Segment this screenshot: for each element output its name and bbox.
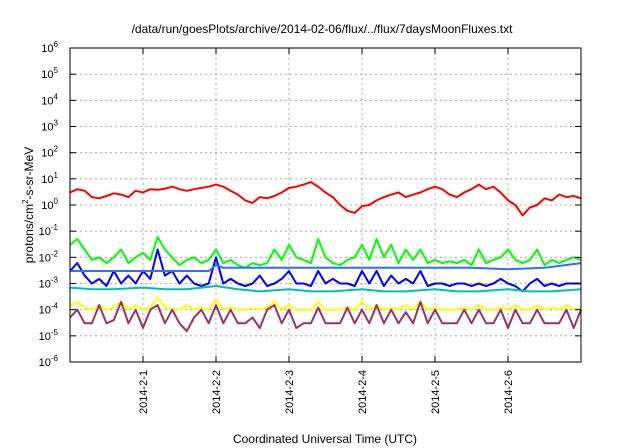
y-tick-label-base: 10	[39, 252, 51, 264]
y-tick-label: 105	[41, 66, 58, 81]
y-tick-label-exp: 3	[54, 119, 59, 128]
y-tick-label: 103	[41, 119, 58, 134]
series-lines	[69, 181, 582, 333]
chart-title: /data/run/goesPlots/archive/2014-02-06/f…	[132, 22, 514, 36]
y-tick-label-base: 10	[39, 279, 51, 291]
series-line-5	[69, 285, 582, 293]
x-tick-label: 2014-2-2	[211, 370, 223, 414]
y-tick-label-base: 10	[41, 43, 53, 55]
y-tick-label: 101	[41, 171, 58, 186]
y-tick-label-exp: -1	[51, 223, 59, 232]
y-tick-label-exp: -3	[51, 276, 59, 285]
y-tick-label-exp: -4	[51, 302, 59, 311]
y-axis-label: protons/cm2-s-sr-MeV	[21, 147, 36, 263]
x-tick-label: 2014-2-1	[138, 370, 150, 414]
y-tick-label-exp: 4	[54, 92, 59, 101]
y-tick-label-base: 10	[41, 95, 53, 107]
x-tick-labels: 2014-2-1 2014-2-2 2014-2-3 2014-2-4 2014-2-5…	[138, 370, 515, 414]
series-line-4	[70, 262, 582, 272]
x-tick-label: 2014-2-5	[430, 370, 442, 414]
y-tick-label-base: 10	[39, 305, 51, 317]
y-tick-label: 10-1	[39, 223, 59, 238]
y-axis-label-base: protons/cm	[22, 204, 36, 263]
y-tick-label-base: 10	[41, 174, 53, 186]
y-tick-label: 10-3	[39, 276, 59, 291]
y-tick-label: 10-5	[39, 328, 59, 343]
x-axis-label: Coordinated Universal Time (UTC)	[233, 432, 417, 446]
y-axis-label-rest: -s-sr-MeV	[22, 147, 36, 200]
axis-ticks	[70, 47, 581, 363]
y-tick-labels: 10-610-510-410-310-210-11001011021031041…	[39, 40, 59, 369]
y-tick-label: 104	[41, 92, 58, 107]
y-tick-label: 106	[41, 40, 58, 55]
x-tick-label: 2014-2-3	[284, 370, 296, 414]
y-tick-label-base: 10	[41, 122, 53, 134]
y-tick-label-exp: 1	[54, 171, 59, 180]
y-tick-label: 10-6	[39, 354, 59, 369]
y-axis-label-exp: 2	[21, 199, 30, 204]
y-tick-label-base: 10	[39, 331, 51, 343]
y-tick-label-exp: 6	[54, 40, 59, 49]
series-line-1	[69, 181, 582, 217]
series-line-6	[69, 296, 582, 311]
y-tick-label-base: 10	[41, 69, 53, 81]
y-tick-label-exp: -6	[51, 354, 59, 363]
y-tick-label-exp: 0	[54, 197, 59, 206]
y-tick-label: 10-4	[39, 302, 59, 317]
y-tick-label: 100	[41, 197, 58, 212]
y-tick-label-exp: 2	[54, 145, 59, 154]
y-tick-label-base: 10	[41, 200, 53, 212]
x-tick-label: 2014-2-6	[503, 370, 515, 414]
y-tick-label-exp: -5	[51, 328, 59, 337]
x-tick-label: 2014-2-4	[357, 370, 369, 414]
y-tick-label-base: 10	[41, 148, 53, 160]
y-tick-label-exp: -2	[51, 249, 59, 258]
y-tick-label-exp: 5	[54, 66, 59, 75]
series-line-3	[69, 248, 581, 293]
y-tick-label: 10-2	[39, 249, 59, 264]
y-tick-label-base: 10	[39, 357, 51, 369]
grid-lines	[70, 47, 581, 363]
series-line-7	[69, 300, 582, 333]
y-tick-label-base: 10	[39, 226, 51, 238]
y-tick-label: 102	[41, 145, 58, 160]
series-line-2	[69, 236, 582, 269]
